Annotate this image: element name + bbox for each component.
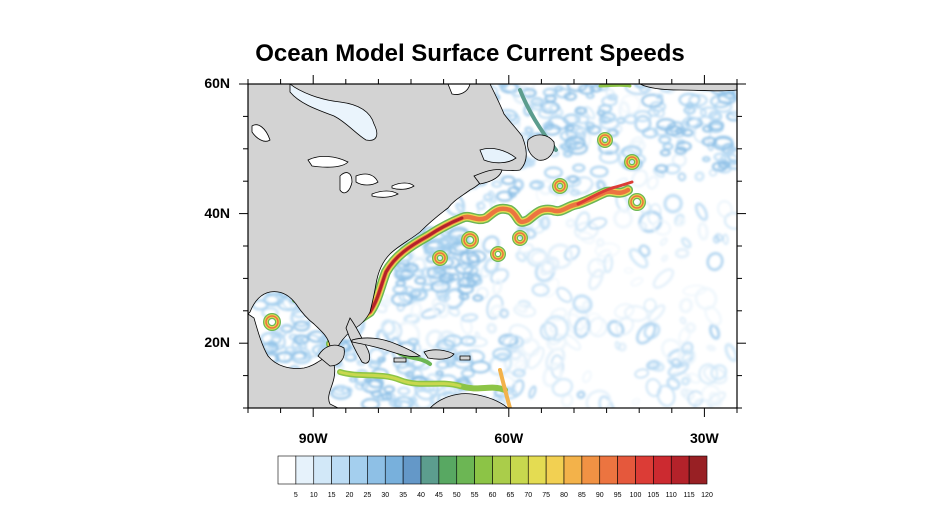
colorbar-label: 105 xyxy=(647,492,660,499)
colorbar-label: 5 xyxy=(293,492,298,499)
colorbar-label: 70 xyxy=(524,492,533,499)
colorbar-swatch xyxy=(510,455,529,485)
map-title: Ocean Model Surface Current Speeds xyxy=(255,40,685,67)
colorbar-swatch xyxy=(617,455,636,485)
axis-ticks xyxy=(239,75,746,417)
land xyxy=(248,84,737,408)
colorbar-label: 85 xyxy=(577,492,586,499)
colorbar-swatch xyxy=(420,455,440,485)
lat-tick-label: 60N xyxy=(204,75,230,91)
colorbar-swatch xyxy=(277,455,297,485)
colorbar-swatch xyxy=(474,455,493,485)
colorbar-label: 45 xyxy=(434,492,443,499)
colorbar-swatch xyxy=(313,455,332,485)
colorbar-label: 115 xyxy=(683,492,695,499)
gulf-stream xyxy=(248,84,646,408)
colorbar-swatch xyxy=(563,455,583,485)
colorbar-swatch xyxy=(599,455,618,485)
colorbar-swatch xyxy=(402,455,422,485)
lon-tick-label: 30W xyxy=(689,430,719,446)
colorbar-label: 40 xyxy=(417,492,425,499)
lon-tick-label: 60W xyxy=(494,430,524,446)
colorbar-swatch xyxy=(349,455,368,485)
colorbar-label: 25 xyxy=(363,492,372,499)
colorbar-label: 50 xyxy=(452,492,461,499)
lat-tick-label: 20N xyxy=(204,334,230,351)
colorbar-swatch xyxy=(331,455,350,485)
colorbar-label: 15 xyxy=(327,492,336,499)
colorbar-swatch xyxy=(653,455,672,485)
colorbar-label: 30 xyxy=(381,492,390,499)
lon-tick-label: 90W xyxy=(298,430,328,446)
colorbar-label: 35 xyxy=(399,492,408,499)
colorbar-swatch xyxy=(295,455,315,485)
colorbar-label: 10 xyxy=(309,492,318,499)
colorbar-label: 20 xyxy=(345,492,354,499)
colorbar-swatch xyxy=(635,455,654,485)
colorbar-swatch xyxy=(456,455,475,485)
colorbar-label: 60 xyxy=(488,492,497,499)
colorbar-label: 80 xyxy=(560,492,568,499)
colorbar-swatch xyxy=(670,455,690,485)
lat-tick-label: 40N xyxy=(204,204,230,221)
colorbar-swatch xyxy=(438,455,458,485)
colorbar-swatch xyxy=(545,455,565,485)
colorbar-swatch xyxy=(527,455,547,485)
colorbar-swatch xyxy=(688,455,708,485)
colorbar-swatch xyxy=(581,455,601,485)
colorbar-label: 110 xyxy=(665,492,677,499)
colorbar xyxy=(277,455,708,485)
colorbar-label: 100 xyxy=(629,492,642,499)
colorbar-label: 65 xyxy=(506,492,515,499)
colorbar-label: 55 xyxy=(470,492,479,499)
colorbar-swatch xyxy=(367,455,386,485)
colorbar-swatch xyxy=(384,455,404,485)
colorbar-label: 95 xyxy=(613,492,622,499)
colorbar-label: 90 xyxy=(595,492,604,499)
colorbar-label: 75 xyxy=(542,492,551,499)
colorbar-swatch xyxy=(492,455,511,485)
colorbar-label: 120 xyxy=(701,492,713,499)
